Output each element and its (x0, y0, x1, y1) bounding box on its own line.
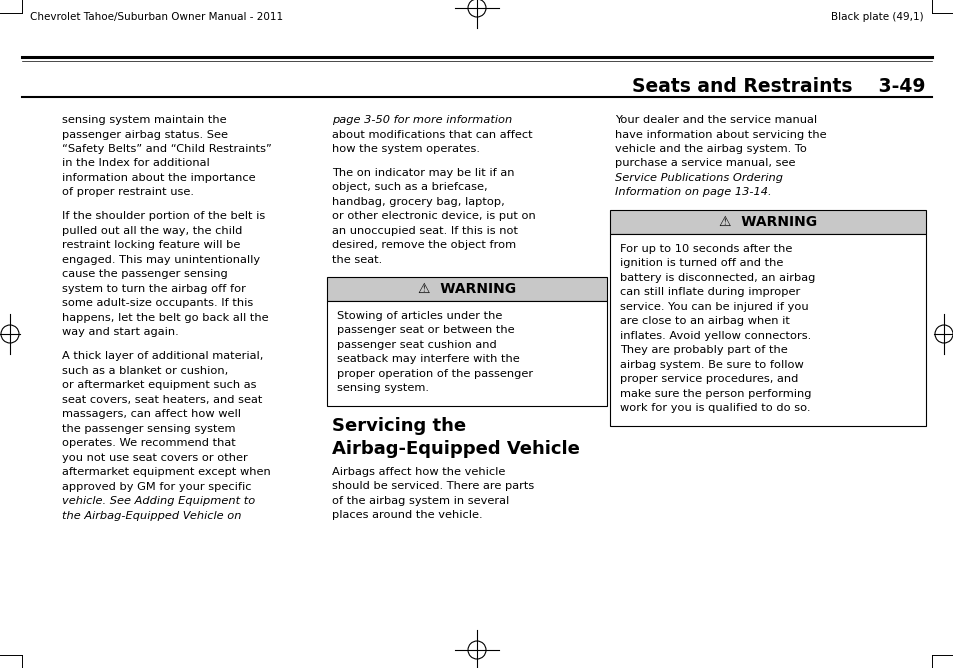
Text: or other electronic device, is put on: or other electronic device, is put on (332, 212, 536, 221)
Text: happens, let the belt go back all the: happens, let the belt go back all the (62, 313, 269, 323)
Text: Servicing the: Servicing the (332, 418, 466, 436)
Text: They are probably part of the: They are probably part of the (619, 345, 787, 355)
Text: Your dealer and the service manual: Your dealer and the service manual (615, 115, 817, 125)
Text: sensing system.: sensing system. (336, 383, 429, 393)
Text: can still inflate during improper: can still inflate during improper (619, 287, 800, 297)
Text: airbag system. Be sure to follow: airbag system. Be sure to follow (619, 360, 803, 370)
Text: way and start again.: way and start again. (62, 327, 178, 337)
Text: engaged. This may unintentionally: engaged. This may unintentionally (62, 255, 260, 265)
Text: how the system operates.: how the system operates. (332, 144, 479, 154)
Bar (327, 277, 606, 301)
Text: make sure the person performing: make sure the person performing (619, 389, 811, 399)
Text: restraint locking feature will be: restraint locking feature will be (62, 240, 240, 250)
Bar (327, 301, 606, 405)
Text: Seats and Restraints    3-49: Seats and Restraints 3-49 (632, 77, 925, 96)
Text: page 3-50 for more information: page 3-50 for more information (332, 115, 512, 125)
Text: seat covers, seat heaters, and seat: seat covers, seat heaters, and seat (62, 395, 262, 405)
Text: have information about servicing the: have information about servicing the (615, 130, 825, 140)
Text: passenger seat cushion and: passenger seat cushion and (336, 339, 497, 349)
Text: object, such as a briefcase,: object, such as a briefcase, (332, 182, 487, 192)
Text: “Safety Belts” and “Child Restraints”: “Safety Belts” and “Child Restraints” (62, 144, 272, 154)
Text: you not use seat covers or other: you not use seat covers or other (62, 453, 248, 463)
Text: cause the passenger sensing: cause the passenger sensing (62, 269, 228, 279)
Text: Stowing of articles under the: Stowing of articles under the (336, 311, 502, 321)
Text: vehicle and the airbag system. To: vehicle and the airbag system. To (615, 144, 806, 154)
Text: information about the importance: information about the importance (62, 173, 255, 183)
Text: of the airbag system in several: of the airbag system in several (332, 496, 509, 506)
Text: Chevrolet Tahoe/Suburban Owner Manual - 2011: Chevrolet Tahoe/Suburban Owner Manual - … (30, 12, 283, 22)
Text: ignition is turned off and the: ignition is turned off and the (619, 259, 782, 269)
Text: an unoccupied seat. If this is not: an unoccupied seat. If this is not (332, 226, 517, 236)
Text: Information on page 13-14.: Information on page 13-14. (615, 188, 771, 198)
Text: system to turn the airbag off for: system to turn the airbag off for (62, 284, 246, 294)
Text: For up to 10 seconds after the: For up to 10 seconds after the (619, 244, 792, 254)
Text: should be serviced. There are parts: should be serviced. There are parts (332, 481, 534, 491)
Bar (609, 234, 925, 426)
Text: If the shoulder portion of the belt is: If the shoulder portion of the belt is (62, 212, 265, 221)
Text: in the Index for additional: in the Index for additional (62, 158, 210, 168)
Text: the passenger sensing system: the passenger sensing system (62, 424, 235, 434)
Text: proper service procedures, and: proper service procedures, and (619, 375, 798, 385)
Text: seatback may interfere with the: seatback may interfere with the (336, 354, 519, 364)
Text: service. You can be injured if you: service. You can be injured if you (619, 302, 808, 312)
Text: Airbags affect how the vehicle: Airbags affect how the vehicle (332, 466, 505, 476)
Text: vehicle. See Adding Equipment to: vehicle. See Adding Equipment to (62, 496, 255, 506)
Text: of proper restraint use.: of proper restraint use. (62, 188, 193, 198)
Text: proper operation of the passenger: proper operation of the passenger (336, 369, 533, 379)
Text: battery is disconnected, an airbag: battery is disconnected, an airbag (619, 273, 815, 283)
Text: Black plate (49,1): Black plate (49,1) (830, 12, 923, 22)
Text: places around the vehicle.: places around the vehicle. (332, 510, 482, 520)
Text: about modifications that can affect: about modifications that can affect (332, 130, 532, 140)
Text: passenger airbag status. See: passenger airbag status. See (62, 130, 228, 140)
Text: approved by GM for your specific: approved by GM for your specific (62, 482, 252, 492)
Text: passenger seat or between the: passenger seat or between the (336, 325, 514, 335)
Text: pulled out all the way, the child: pulled out all the way, the child (62, 226, 242, 236)
Text: The on indicator may be lit if an: The on indicator may be lit if an (332, 168, 514, 178)
Text: aftermarket equipment except when: aftermarket equipment except when (62, 468, 271, 478)
Text: work for you is qualified to do so.: work for you is qualified to do so. (619, 403, 810, 413)
Text: desired, remove the object from: desired, remove the object from (332, 240, 516, 250)
Text: Airbag-Equipped Vehicle: Airbag-Equipped Vehicle (332, 440, 579, 458)
Text: purchase a service manual, see: purchase a service manual, see (615, 158, 795, 168)
Text: inflates. Avoid yellow connectors.: inflates. Avoid yellow connectors. (619, 331, 810, 341)
Text: Service Publications Ordering: Service Publications Ordering (615, 173, 782, 183)
Text: sensing system maintain the: sensing system maintain the (62, 115, 227, 125)
Text: operates. We recommend that: operates. We recommend that (62, 438, 235, 448)
Text: some adult-size occupants. If this: some adult-size occupants. If this (62, 299, 253, 309)
Text: massagers, can affect how well: massagers, can affect how well (62, 409, 241, 420)
Text: such as a blanket or cushion,: such as a blanket or cushion, (62, 366, 228, 376)
Text: are close to an airbag when it: are close to an airbag when it (619, 317, 789, 327)
Text: ⚠  WARNING: ⚠ WARNING (719, 215, 816, 229)
Text: ⚠  WARNING: ⚠ WARNING (417, 282, 516, 296)
Text: A thick layer of additional material,: A thick layer of additional material, (62, 351, 263, 361)
Bar (609, 210, 925, 234)
Text: handbag, grocery bag, laptop,: handbag, grocery bag, laptop, (332, 197, 504, 207)
Text: the Airbag-Equipped Vehicle on: the Airbag-Equipped Vehicle on (62, 511, 241, 521)
Text: the seat.: the seat. (332, 255, 382, 265)
Text: or aftermarket equipment such as: or aftermarket equipment such as (62, 380, 256, 390)
